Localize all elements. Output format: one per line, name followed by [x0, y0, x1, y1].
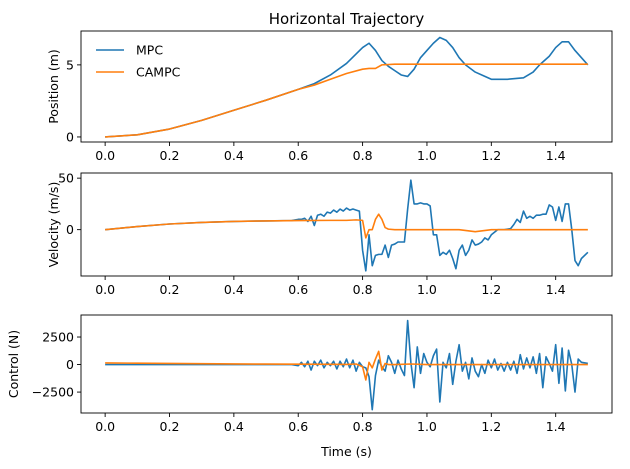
y-tick-label: 0 [66, 357, 74, 372]
x-tick-label: 1.2 [481, 148, 501, 163]
x-tick-label: 0.6 [288, 419, 308, 434]
y-tick-label: −2500 [32, 385, 74, 400]
x-tick-label: 0.0 [95, 282, 115, 297]
x-tick-label: 0.2 [160, 282, 180, 297]
series-line-campc [105, 213, 588, 239]
axes-frame [80, 172, 613, 277]
x-tick-label: 0.2 [160, 419, 180, 434]
x-tick-label: 0.0 [95, 148, 115, 163]
panels: 0.0 0.2 0.4 0.6 0.8 1.0 1.2 1.4 0 5 Position (m) Ho… [6, 10, 613, 459]
y-tick-label: 0 [66, 222, 74, 237]
x-tick-label: 1.0 [417, 282, 437, 297]
series-line-mpc [105, 179, 589, 272]
axes-frame [80, 314, 613, 414]
x-tick-label: 1.4 [546, 419, 566, 434]
x-tick-label: 0.2 [160, 148, 180, 163]
y-axis-label: Velocity (m/s) [46, 182, 61, 268]
x-tick-label: 0.8 [353, 148, 373, 163]
x-tick-label: 0.4 [224, 419, 244, 434]
chart-title: Horizontal Trajectory [269, 10, 425, 28]
series-line-campc [105, 350, 588, 381]
x-tick-label: 0.0 [95, 419, 115, 434]
y-tick-label: 2500 [42, 330, 74, 345]
y-tick-label: 50 [58, 171, 74, 186]
x-tick-label: 1.0 [417, 419, 437, 434]
y-tick-label: 5 [66, 57, 74, 72]
legend-label-mpc: MPC [136, 43, 163, 58]
legend: MPC CAMPC [96, 43, 181, 80]
x-tick-label: 1.4 [546, 148, 566, 163]
x-tick-label: 0.6 [288, 282, 308, 297]
y-axis-label: Control (N) [6, 330, 21, 398]
x-tick-label: 0.4 [224, 148, 244, 163]
y-tick-label: 0 [66, 129, 74, 144]
x-tick-label: 0.4 [224, 282, 244, 297]
series-line-mpc [105, 319, 588, 411]
x-tick-label: 1.4 [546, 282, 566, 297]
x-tick-label: 0.8 [353, 282, 373, 297]
x-tick-label: 1.2 [481, 419, 501, 434]
series-line-mpc [105, 36, 589, 138]
x-tick-label: 1.2 [481, 282, 501, 297]
series-line-campc [105, 63, 588, 138]
x-axis-label: Time (s) [320, 444, 372, 459]
x-tick-label: 0.6 [288, 148, 308, 163]
x-tick-label: 0.8 [353, 419, 373, 434]
x-tick-label: 1.0 [417, 148, 437, 163]
y-axis-label: Position (m) [46, 49, 61, 124]
subplot-3: 0.0 0.2 0.4 0.6 0.8 1.0 1.2 1.4 −2500 0 2500 Contro… [6, 314, 613, 459]
subplot-1: 0.0 0.2 0.4 0.6 0.8 1.0 1.2 1.4 0 5 Position (m) Ho… [46, 10, 613, 163]
axes-frame [80, 30, 613, 143]
legend-label-campc: CAMPC [136, 65, 181, 80]
